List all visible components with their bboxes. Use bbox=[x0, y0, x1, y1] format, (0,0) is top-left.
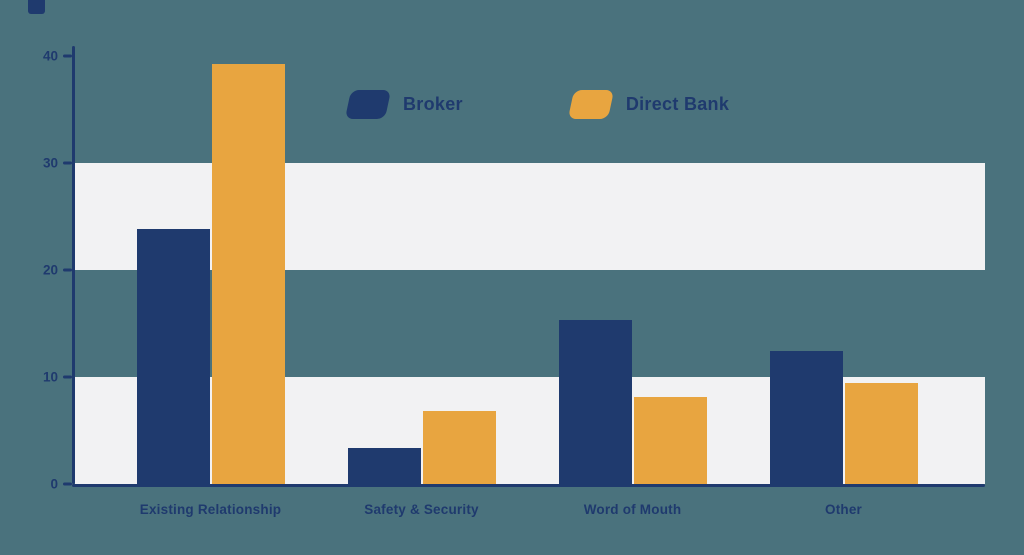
bar-direct-bank bbox=[422, 411, 496, 484]
legend-label: Broker bbox=[403, 94, 463, 114]
legend-label: Direct Bank bbox=[625, 94, 730, 114]
bars-container: Existing Relationship Safety & Security Wo… bbox=[75, 56, 985, 517]
y-axis-tick-mark bbox=[63, 54, 72, 58]
x-axis-category-label: Safety & Security bbox=[364, 502, 479, 517]
x-axis-category-label: Existing Relationship bbox=[139, 502, 282, 517]
y-axis-tick-label: 0 bbox=[50, 476, 58, 492]
y-axis-tick-mark bbox=[63, 482, 72, 486]
bar-broker bbox=[347, 447, 421, 484]
y-axis-tick-mark bbox=[63, 268, 72, 272]
bar-group: Safety & Security bbox=[347, 56, 496, 517]
bar-direct-bank bbox=[844, 383, 918, 484]
y-axis-tick-label: 10 bbox=[42, 369, 58, 385]
chart-legend: Broker Direct Bank bbox=[344, 90, 730, 119]
y-axis-tick-mark bbox=[63, 375, 72, 379]
y-axis-tick-label: 30 bbox=[42, 155, 58, 171]
y-axis-tick-label: 20 bbox=[42, 262, 58, 278]
x-axis-category-label: Word of Mouth bbox=[583, 502, 682, 517]
corner-mark bbox=[28, 0, 45, 14]
y-axis-ticks: 0 10 20 30 40 bbox=[0, 49, 75, 492]
plot-area: Existing Relationship Safety & Security Wo… bbox=[72, 46, 985, 517]
bar-group: Word of Mouth bbox=[558, 56, 707, 517]
bar-group: Other bbox=[769, 56, 918, 517]
bar-direct-bank bbox=[211, 63, 285, 484]
bar-broker bbox=[769, 351, 843, 484]
x-axis bbox=[72, 484, 985, 487]
y-axis-tick-label: 40 bbox=[42, 48, 58, 64]
legend-item-direct-bank: Direct Bank bbox=[567, 90, 730, 119]
x-axis-category-label: Other bbox=[824, 502, 863, 517]
bar-broker bbox=[558, 320, 632, 484]
y-axis-tick-mark bbox=[63, 161, 72, 165]
bar-group: Existing Relationship bbox=[136, 56, 285, 517]
bar-broker bbox=[136, 229, 210, 484]
bar-direct-bank bbox=[633, 397, 707, 484]
legend-item-broker: Broker bbox=[344, 90, 463, 119]
y-axis bbox=[72, 46, 75, 484]
